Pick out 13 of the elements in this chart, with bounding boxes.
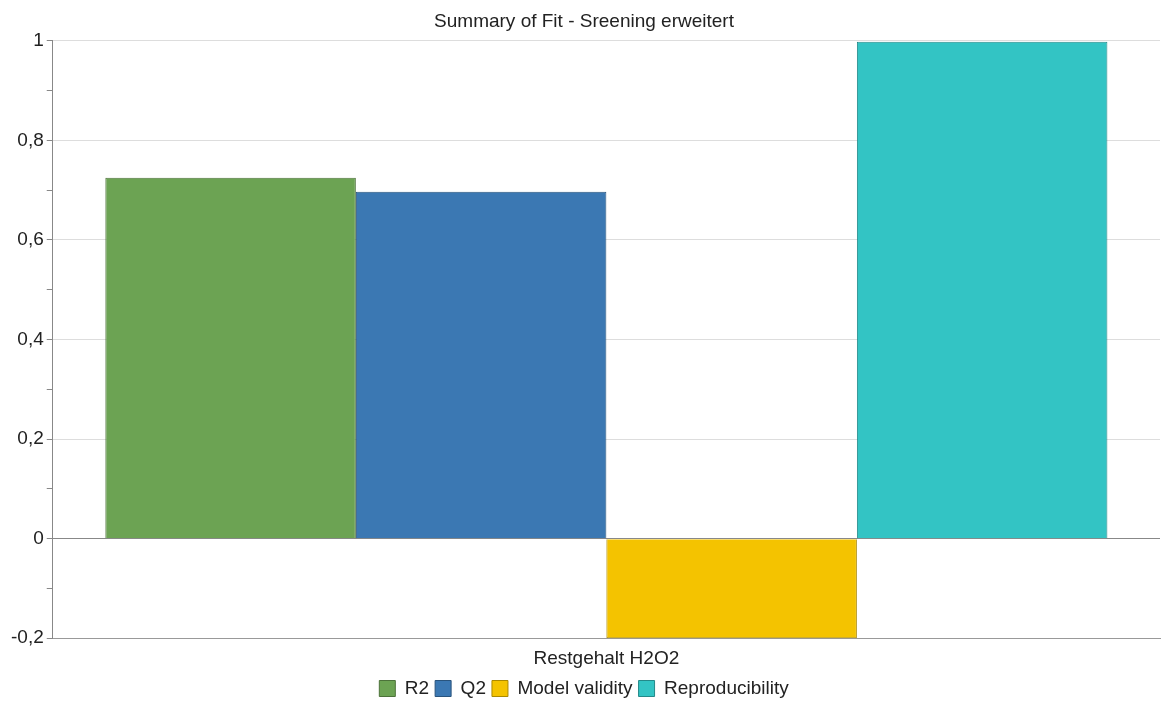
y-tick-label: -0,2: [10, 626, 44, 648]
x-tick-label: Restgehalt H2O2: [533, 646, 680, 668]
y-tick-label: 1: [33, 29, 44, 51]
y-tick-label: 0,6: [17, 228, 44, 250]
legend-label: Model validity: [517, 676, 634, 698]
legend-label: Reproducibility: [664, 676, 790, 698]
y-tick-label: 0: [33, 526, 44, 548]
chart-title: Summary of Fit - Sreening erweitert: [434, 9, 735, 31]
y-tick-label: 0,8: [17, 128, 44, 150]
y-tick-label: 0,2: [17, 427, 44, 449]
legend-label: Q2: [460, 676, 486, 698]
y-tick-label: 0,4: [17, 327, 45, 349]
legend-label: R2: [404, 676, 430, 698]
